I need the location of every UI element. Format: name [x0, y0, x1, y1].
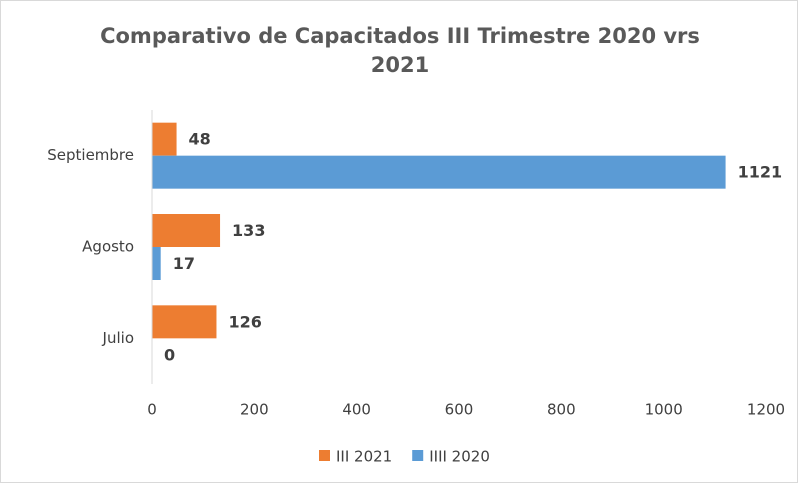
x-tick-label: 0 — [147, 401, 157, 419]
legend-swatch — [412, 450, 424, 461]
bar — [152, 122, 177, 156]
x-tick-label: 400 — [342, 401, 371, 419]
x-tick-label: 1000 — [645, 401, 683, 419]
data-label: 1121 — [738, 163, 783, 182]
bar — [152, 305, 217, 339]
data-label: 48 — [189, 130, 211, 149]
bar — [152, 247, 161, 280]
legend-swatch — [319, 450, 330, 461]
x-tick-label: 200 — [240, 401, 269, 419]
y-tick-label: Septiembre — [47, 146, 134, 164]
data-label: 0 — [164, 345, 175, 364]
bar — [152, 214, 221, 247]
x-tick-label: 600 — [445, 401, 474, 419]
bar — [152, 155, 726, 189]
legend-label: III 2021 — [336, 448, 392, 466]
x-tick-label: 1200 — [747, 401, 785, 419]
data-label: 133 — [232, 221, 265, 240]
chart-title: Comparativo de Capacitados III Trimestre… — [100, 24, 700, 77]
data-label: 126 — [228, 312, 261, 331]
y-tick-label: Agosto — [82, 238, 134, 256]
x-tick-label: 800 — [547, 401, 576, 419]
legend-label: IIII 2020 — [429, 448, 490, 466]
y-tick-label: Julio — [102, 329, 134, 347]
data-label: 17 — [173, 254, 195, 273]
